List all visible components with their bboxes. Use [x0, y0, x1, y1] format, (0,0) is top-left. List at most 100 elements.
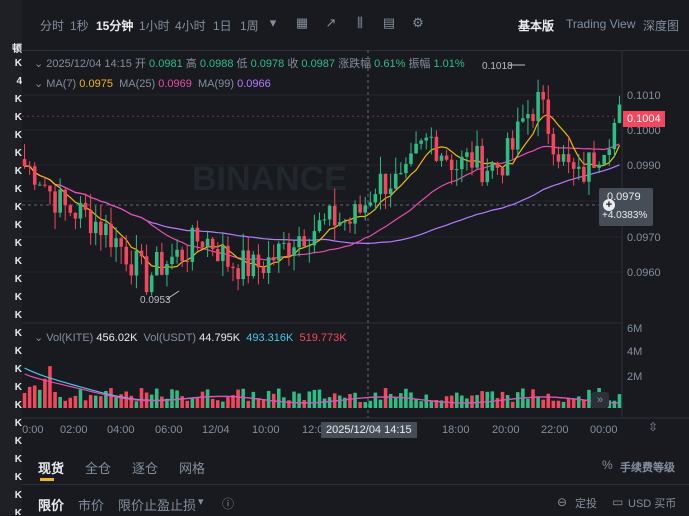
- volume-axis-label: 6M: [627, 323, 642, 335]
- candle-body: [444, 155, 449, 160]
- candle-body: [32, 166, 37, 185]
- volume-bar: [119, 394, 123, 408]
- tab-grid[interactable]: 网格: [179, 461, 206, 476]
- candle-body: [190, 227, 195, 262]
- volume-info: ⌄ Vol(KITE) 456.02K Vol(USDT) 44.795K 49…: [34, 331, 347, 344]
- candle-body: [592, 152, 596, 168]
- interval-1s[interactable]: 1秒: [70, 19, 89, 33]
- candle-body: [83, 202, 88, 210]
- volume-bar: [246, 400, 251, 408]
- candle-body: [571, 162, 576, 169]
- settings-icon[interactable]: ⚙: [412, 15, 424, 30]
- left-strip-label: K: [14, 112, 22, 123]
- interval-1d[interactable]: 1日: [213, 19, 232, 33]
- chart-toolbar: 分时 1秒 15分钟 1小时 4小时 1日 1周 ▾ ▦ ↗ ⫼ ▤ ⚙ 基本版…: [22, 0, 689, 51]
- calendar-icon[interactable]: ▦: [295, 15, 309, 30]
- volume-bar: [205, 389, 210, 408]
- volume-bar: [587, 389, 591, 408]
- fee-level-link[interactable]: 手续费等级: [620, 462, 675, 474]
- tab-limit[interactable]: 限价: [38, 498, 65, 513]
- tab-isolated[interactable]: 逐仓: [132, 461, 159, 476]
- price-axis-label: 0.1010: [627, 90, 661, 102]
- reset-axis-icon[interactable]: ⇳: [647, 420, 659, 434]
- volume-bar: [38, 389, 42, 408]
- change-label: 涨跌幅: [338, 58, 372, 70]
- volume-bar: [561, 401, 566, 408]
- volume-bar: [43, 378, 47, 408]
- candle-type-icon[interactable]: ⫼: [357, 15, 363, 30]
- tab-spot[interactable]: 现货: [38, 461, 65, 476]
- candle-body: [602, 155, 606, 165]
- candle-body: [256, 254, 261, 268]
- view-depth[interactable]: 深度图: [643, 19, 680, 33]
- info-icon[interactable]: ⓘ: [222, 497, 235, 511]
- view-basic[interactable]: 基本版: [518, 19, 555, 33]
- layout-icon[interactable]: ▤: [382, 15, 396, 30]
- volume-bar: [536, 396, 540, 408]
- candle-body: [556, 154, 561, 162]
- candle-body: [515, 121, 520, 150]
- chevron-down-icon[interactable]: ⌄: [34, 332, 44, 344]
- candle-body: [282, 242, 286, 244]
- volume-bar: [338, 395, 342, 408]
- add-alert-icon[interactable]: +: [603, 199, 615, 211]
- candle-body: [475, 145, 479, 168]
- interval-4h[interactable]: 4小时: [175, 19, 206, 33]
- interval-1h[interactable]: 1小时: [139, 19, 170, 33]
- watermark-text: BINANCE: [192, 160, 347, 198]
- candle-body: [358, 204, 362, 213]
- scroll-to-latest-icon[interactable]: »: [591, 392, 609, 408]
- tab-cross[interactable]: 全仓: [85, 461, 112, 476]
- candle-body: [454, 169, 459, 171]
- chevron-down-icon[interactable]: ▾: [198, 496, 204, 508]
- time-axis-label: 00:00: [590, 424, 618, 436]
- candle-body: [231, 266, 235, 269]
- volume-bar: [99, 396, 103, 408]
- time-axis-label: 06:00: [155, 424, 183, 436]
- interval-timeline[interactable]: 分时: [40, 19, 65, 33]
- tab-stop-limit[interactable]: 限价止盈止损: [118, 498, 197, 513]
- volume-bar: [83, 400, 88, 408]
- volume-bar: [612, 400, 617, 408]
- view-tradingview[interactable]: Trading View: [566, 17, 636, 31]
- volume-bar: [190, 398, 195, 408]
- crosshair-time-tag: 2025/12/04 14:15: [321, 422, 417, 438]
- vol-ma-a: 493.316K: [246, 332, 294, 344]
- card-icon: ▭: [612, 495, 624, 509]
- chevron-down-icon[interactable]: ⌄: [34, 78, 44, 90]
- candle-body: [78, 202, 83, 219]
- left-strip-label: K: [14, 166, 22, 177]
- interval-15m[interactable]: 15分钟: [96, 19, 134, 33]
- candle-body: [38, 184, 42, 186]
- volume-bar: [282, 397, 286, 408]
- volume-bar: [226, 397, 230, 408]
- open-label: 开: [134, 58, 146, 70]
- ma99-label: MA(99): [197, 78, 235, 90]
- indicator-icon[interactable]: ↗: [325, 15, 337, 30]
- candle-body: [322, 219, 327, 221]
- recurring-link[interactable]: 定投: [575, 498, 597, 510]
- volume-bar: [495, 398, 500, 408]
- volume-bar: [439, 400, 444, 408]
- candle-body: [561, 154, 566, 162]
- interval-1w[interactable]: 1周: [240, 19, 259, 33]
- trade-mode-tabs: 现货 全仓 逐仓 网格 % 手续费等级: [22, 448, 689, 484]
- candle-body: [134, 250, 139, 276]
- chevron-down-icon[interactable]: ▾: [269, 15, 277, 30]
- volume-axis-label: 2M: [627, 371, 642, 383]
- candle-body: [531, 114, 535, 121]
- left-strip-label: K: [14, 130, 22, 141]
- candle-body: [505, 138, 510, 176]
- buy-crypto-link[interactable]: USD 买币: [628, 498, 677, 510]
- kline-chart[interactable]: BINANCE 0.1010 0.1000 0.0990 0.0970 0.0960 6M…: [22, 50, 689, 448]
- volume-bar: [414, 398, 418, 408]
- tab-market[interactable]: 市价: [78, 498, 105, 513]
- candle-body: [149, 275, 154, 293]
- candle-body: [582, 166, 586, 182]
- chevron-down-icon[interactable]: ⌄: [34, 58, 44, 70]
- open-value: 0.0981: [149, 58, 183, 70]
- volume-bar: [317, 389, 322, 408]
- left-strip-label: K: [14, 184, 22, 195]
- volume-bar: [571, 398, 576, 408]
- time-axis-label: 18:00: [442, 424, 470, 436]
